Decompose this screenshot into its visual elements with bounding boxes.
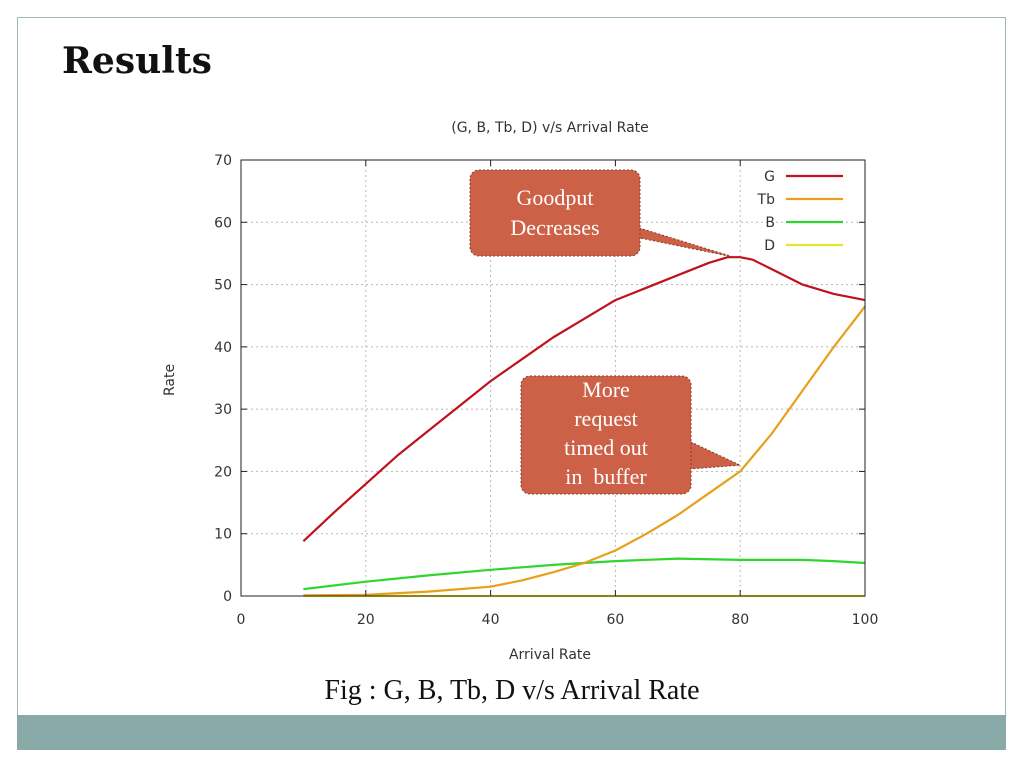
callout-text-line: in buffer: [565, 464, 647, 489]
callout-text-line: timed out: [564, 435, 648, 460]
y-tick-label: 0: [223, 589, 232, 605]
callout-text-line: request: [574, 406, 638, 431]
y-tick-label: 20: [214, 464, 232, 480]
y-tick-label: 60: [214, 215, 232, 231]
legend-label-d: D: [764, 238, 775, 254]
series-line-b: [303, 557, 866, 591]
callout-pointer: [619, 221, 735, 258]
callout-text-line: More: [582, 377, 630, 402]
y-axis-label: Rate: [162, 364, 178, 396]
footer-bar: [17, 715, 1006, 750]
y-tick-label: 70: [214, 153, 232, 169]
x-tick-label: 100: [852, 612, 879, 628]
figure-caption: Fig : G, B, Tb, D v/s Arrival Rate: [324, 675, 700, 706]
series-line-g: [302, 256, 866, 543]
x-tick-label: 60: [606, 612, 624, 628]
callout-text-line: Decreases: [510, 215, 599, 240]
x-tick-label: 20: [357, 612, 375, 628]
slide-title: Results: [62, 40, 212, 82]
x-tick-label: 0: [237, 612, 246, 628]
x-tick-label: 40: [482, 612, 500, 628]
chart-callouts: Goodput Decreases More request timed out in b…: [469, 169, 743, 495]
callout-box: [469, 169, 641, 257]
legend-label-tb: Tb: [757, 192, 776, 208]
series-line-tb: [303, 305, 866, 597]
y-tick-label: 30: [214, 402, 232, 418]
callout-1: Goodput Decreases: [469, 169, 735, 258]
callout-2: More request timed out in buffer: [520, 375, 743, 495]
callout-text-line: Goodput: [517, 185, 594, 210]
callout-box: [520, 375, 692, 495]
chart-legend: G Tb BD: [757, 169, 843, 254]
y-tick-label: 40: [214, 340, 232, 356]
y-tick-label: 10: [214, 527, 232, 543]
chart-ticks: 0 20 40 60 80 100 0 10 20 30 40 50 60 70: [214, 153, 878, 628]
x-axis-label: Arrival Rate: [509, 647, 591, 663]
x-tick-label: 80: [731, 612, 749, 628]
plot-border: [240, 159, 866, 597]
legend-label-g: G: [764, 169, 775, 185]
legend-label-b: B: [765, 215, 775, 231]
y-tick-label: 50: [214, 278, 232, 294]
chart-title: (G, B, Tb, D) v/s Arrival Rate: [451, 120, 649, 136]
